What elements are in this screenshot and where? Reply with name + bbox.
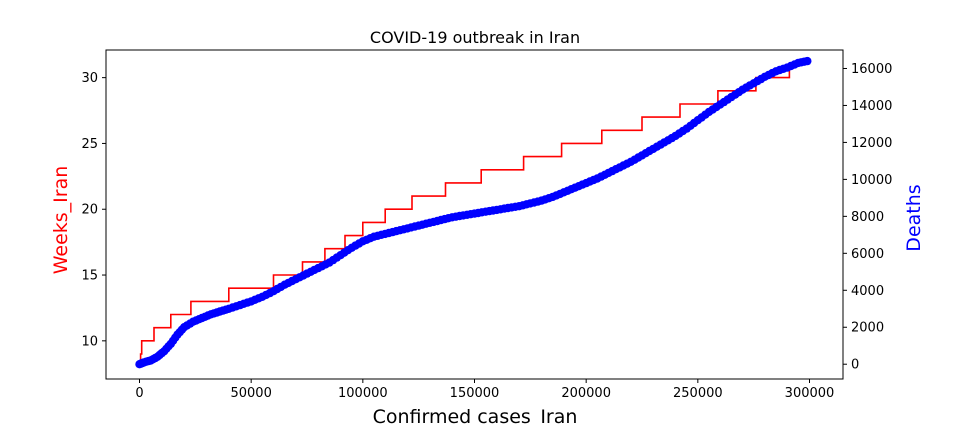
axes: 0 50000 100000 150000 200000 250000 3000001015… [81, 49, 892, 401]
y-tick-label-left: 10 [81, 334, 98, 349]
y-axis-label-right: Deaths [903, 184, 925, 251]
x-tick-label: 200000 [561, 386, 611, 401]
y-axis-label-left: Weeks_Iran [50, 166, 72, 275]
y-tick-label-right: 2000 [851, 321, 884, 336]
y-tick-label-right: 16000 [851, 62, 892, 77]
y-tick-label-right: 8000 [851, 210, 884, 225]
x-tick-label: 100000 [338, 386, 388, 401]
x-tick-label: 0 [135, 386, 143, 401]
x-tick-label: 50000 [230, 386, 271, 401]
series-weeks-line [139, 63, 805, 368]
y-tick-label-right: 10000 [851, 173, 892, 188]
y-tick-label-left: 20 [81, 203, 98, 218]
x-tick-label: 300000 [785, 386, 835, 401]
plot-area [135, 56, 812, 369]
y-tick-label-right: 6000 [851, 247, 884, 262]
y-tick-label-right: 0 [851, 358, 859, 373]
y-tick-label-right: 4000 [851, 284, 884, 299]
x-tick-label: 250000 [673, 386, 723, 401]
series-deaths-points [135, 56, 812, 369]
x-tick-label: 150000 [450, 386, 500, 401]
x-axis-label: Confirmed cases_Iran [373, 406, 578, 426]
y-tick-label-left: 25 [81, 137, 98, 152]
y-tick-label-right: 14000 [851, 99, 892, 114]
y-tick-label-right: 12000 [851, 136, 892, 151]
y-tick-label-left: 30 [81, 71, 98, 86]
chart-title: COVID-19 outbreak in Iran [370, 28, 580, 47]
deaths-point [803, 56, 812, 66]
y-tick-label-left: 15 [81, 269, 98, 284]
